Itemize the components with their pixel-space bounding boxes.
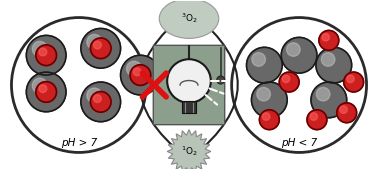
Circle shape (257, 87, 270, 101)
Circle shape (321, 53, 335, 66)
Circle shape (121, 55, 160, 95)
Circle shape (316, 47, 352, 83)
Circle shape (81, 28, 121, 68)
Circle shape (259, 110, 279, 130)
Circle shape (310, 113, 318, 120)
Circle shape (90, 38, 111, 59)
Circle shape (133, 68, 141, 76)
Circle shape (39, 48, 47, 56)
Circle shape (93, 95, 101, 103)
Circle shape (81, 82, 121, 122)
Text: pH < 7: pH < 7 (281, 138, 317, 148)
Polygon shape (167, 130, 211, 170)
Circle shape (337, 103, 356, 123)
Circle shape (93, 41, 101, 49)
Circle shape (344, 72, 364, 92)
Circle shape (319, 30, 339, 50)
Text: pH > 7: pH > 7 (61, 138, 97, 148)
Circle shape (26, 35, 66, 75)
Circle shape (347, 75, 354, 83)
Circle shape (281, 37, 317, 73)
Circle shape (252, 53, 265, 66)
Circle shape (322, 33, 330, 41)
Text: $^1$O$_2$: $^1$O$_2$ (181, 144, 197, 158)
Circle shape (90, 92, 111, 112)
Circle shape (127, 61, 142, 76)
Circle shape (167, 59, 211, 103)
Circle shape (311, 82, 347, 118)
Ellipse shape (159, 0, 219, 38)
Circle shape (246, 47, 282, 83)
Circle shape (26, 72, 66, 112)
Circle shape (287, 43, 300, 56)
Circle shape (32, 78, 47, 93)
Circle shape (217, 76, 225, 84)
Circle shape (316, 87, 330, 101)
FancyBboxPatch shape (182, 101, 196, 113)
Circle shape (39, 85, 47, 92)
Circle shape (340, 106, 347, 113)
Text: $^3$O$_2$: $^3$O$_2$ (181, 12, 197, 26)
Circle shape (130, 65, 151, 85)
Circle shape (87, 88, 102, 103)
Circle shape (87, 34, 102, 49)
Circle shape (307, 110, 327, 130)
Circle shape (32, 41, 47, 56)
Circle shape (282, 75, 290, 83)
Circle shape (262, 113, 270, 120)
Circle shape (36, 45, 56, 66)
Circle shape (279, 72, 299, 92)
Circle shape (36, 82, 56, 102)
FancyBboxPatch shape (153, 45, 225, 125)
Circle shape (251, 82, 287, 118)
